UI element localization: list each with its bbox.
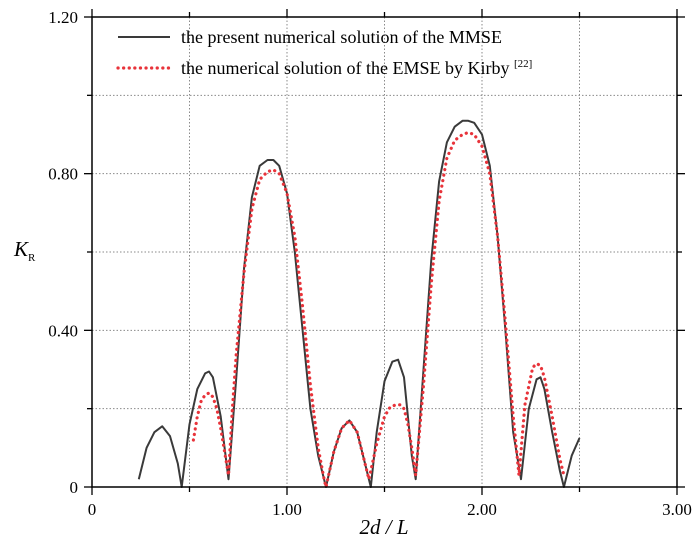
y-tick-label: 0 <box>70 478 79 497</box>
legend-label-mmse: the present numerical solution of the MM… <box>181 27 502 47</box>
x-tick-label: 1.00 <box>272 500 302 519</box>
series-lines <box>137 119 581 489</box>
series-line-emse <box>191 130 566 489</box>
series-line-mmse <box>137 119 581 488</box>
axis-ticks: 0 1.00 2.00 3.00 0 0.40 0.80 1.20 <box>48 8 692 519</box>
x-tick-label: 2.00 <box>467 500 497 519</box>
legend-label-emse: the numerical solution of the EMSE by Ki… <box>181 58 532 78</box>
legend: the present numerical solution of the MM… <box>116 27 532 78</box>
y-tick-label: 1.20 <box>48 8 78 27</box>
y-tick-label: 0.80 <box>48 165 78 184</box>
y-axis-title: KR <box>13 237 36 264</box>
x-tick-label: 3.00 <box>662 500 692 519</box>
y-tick-label: 0.40 <box>48 321 78 340</box>
grid-lines <box>92 17 677 487</box>
x-tick-label: 0 <box>88 500 97 519</box>
x-axis-title: 2d / L <box>359 515 408 539</box>
